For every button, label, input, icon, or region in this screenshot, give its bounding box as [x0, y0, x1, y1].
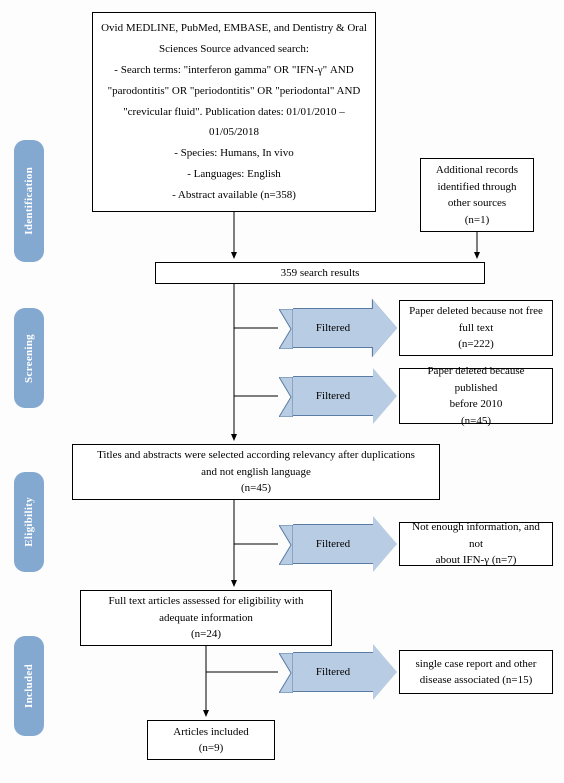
stage-label: Screening	[23, 334, 35, 383]
arrow-head-icon	[373, 516, 397, 572]
arrow-tail-icon	[279, 653, 293, 693]
filter-label: Filtered	[316, 322, 350, 334]
text: disease associated (n=15)	[406, 672, 546, 689]
text: (n=45)	[406, 413, 546, 430]
text: and not english language	[79, 464, 433, 481]
stage-label: Eligibility	[23, 497, 35, 547]
text: (n=1)	[427, 212, 527, 229]
text: (n=24)	[87, 626, 325, 643]
arrow-head-icon	[373, 644, 397, 700]
text: - Search terms: "interferon gamma" OR "I…	[99, 60, 369, 81]
arrow-tail-icon	[279, 525, 293, 565]
text: before 2010	[406, 396, 546, 413]
text: (n=222)	[406, 336, 546, 353]
arrow-head-icon	[373, 368, 397, 424]
box-excluded-case: single case report and other disease ass…	[399, 650, 553, 694]
arrow-head-icon	[373, 300, 397, 356]
arrow-tail-icon	[279, 309, 293, 349]
text: - Species: Humans, In vivo	[99, 143, 369, 164]
text: (n=45)	[79, 480, 433, 497]
stage-identification: Identification	[14, 140, 44, 262]
filter-label: Filtered	[316, 666, 350, 678]
stage-screening: Screening	[14, 308, 44, 408]
box-articles-included: Articles included (n=9)	[147, 720, 275, 760]
filter-label: Filtered	[316, 390, 350, 402]
box-search-results: 359 search results	[155, 262, 485, 284]
text: Additional records	[427, 162, 527, 179]
text: Sciences Source advanced search:	[99, 39, 369, 60]
box-relevancy-screen: Titles and abstracts were selected accor…	[72, 444, 440, 500]
text: (n=9)	[154, 740, 268, 757]
text: Ovid MEDLINE, PubMed, EMBASE, and Dentis…	[99, 18, 369, 39]
filter-arrow-case: Filtered	[293, 652, 397, 692]
text: Paper deleted because not free	[406, 303, 546, 320]
text: Not enough information, and not	[406, 519, 546, 552]
filter-label: Filtered	[316, 538, 350, 550]
text: full text	[406, 320, 546, 337]
text: "parodontitis" OR "periodontitis" OR "pe…	[99, 81, 369, 102]
filter-arrow-info: Filtered	[293, 524, 397, 564]
arrow-tail-icon	[279, 377, 293, 417]
box-additional-records: Additional records identified through ot…	[420, 158, 534, 232]
text: Paper deleted because published	[406, 363, 546, 396]
text: identified through	[427, 179, 527, 196]
box-excluded-info: Not enough information, and not about IF…	[399, 522, 553, 566]
box-fulltext-assessed: Full text articles assessed for eligibil…	[80, 590, 332, 646]
filter-arrow-date: Filtered	[293, 376, 397, 416]
box-search-strategy: Ovid MEDLINE, PubMed, EMBASE, and Dentis…	[92, 12, 376, 212]
text: single case report and other	[406, 656, 546, 673]
text: "crevicular fluid". Publication dates: 0…	[99, 102, 369, 144]
text: Full text articles assessed for eligibil…	[87, 593, 325, 610]
text: - Languages: English	[99, 164, 369, 185]
text: about IFN-γ (n=7)	[406, 552, 546, 569]
filter-arrow-fulltext: Filtered	[293, 308, 397, 348]
box-excluded-fulltext: Paper deleted because not free full text…	[399, 300, 553, 356]
text: adequate information	[87, 610, 325, 627]
text: Titles and abstracts were selected accor…	[79, 447, 433, 464]
text: - Abstract available (n=358)	[99, 185, 369, 206]
stage-label: Included	[23, 664, 35, 708]
box-excluded-date: Paper deleted because published before 2…	[399, 368, 553, 424]
stage-eligibility: Eligibility	[14, 472, 44, 572]
stage-included: Included	[14, 636, 44, 736]
text: Articles included	[154, 724, 268, 741]
text: 359 search results	[158, 265, 482, 282]
stage-label: Identification	[23, 167, 35, 235]
text: other sources	[427, 195, 527, 212]
